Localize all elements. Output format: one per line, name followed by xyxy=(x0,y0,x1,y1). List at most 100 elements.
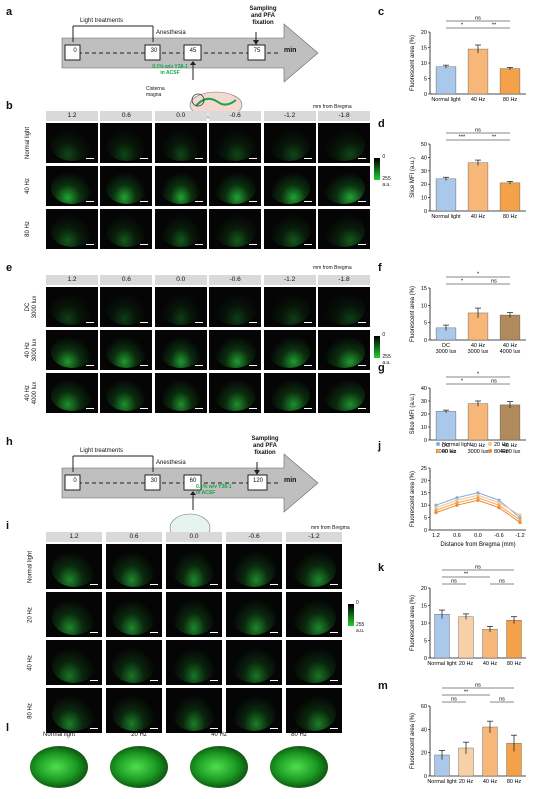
scale-bar xyxy=(270,680,278,681)
category-label-2: 40 Hz xyxy=(483,779,498,785)
fluorescence-signal xyxy=(268,336,311,368)
scale-bar xyxy=(150,632,158,633)
series-point-1 xyxy=(434,506,438,510)
scale-bar xyxy=(140,201,149,202)
column-header-i-3: -0.6 xyxy=(226,532,282,542)
y-tick-label: 30 xyxy=(421,399,427,405)
whole-brain-0 xyxy=(28,742,90,792)
y-axis-label: Slice MFI (a.u.) xyxy=(410,394,416,435)
tick-30: 30 xyxy=(150,48,158,54)
chart-m: 0 20 40 60 Fluorescent area (%) Normal light 2… xyxy=(410,683,526,785)
bar-0 xyxy=(434,614,450,659)
fluorescence-signal xyxy=(171,550,217,587)
fluorescence-signal xyxy=(51,215,93,247)
significance-label: ** xyxy=(492,23,497,29)
significance-label: *** xyxy=(459,135,466,141)
brain-slice-e-0-4 xyxy=(263,287,316,327)
column-header-e-1: 0.6 xyxy=(100,275,153,285)
row-label-b-2: 80 Hz xyxy=(25,221,31,237)
brain-slice-b-0-5 xyxy=(318,123,370,163)
bar-2 xyxy=(482,629,498,659)
bregma-label-b: mm from Bregma xyxy=(313,104,352,110)
fluorescence-signal xyxy=(51,379,93,411)
brain-slice-b-2-4 xyxy=(263,209,316,249)
bar-2 xyxy=(482,726,498,777)
scale-bar xyxy=(210,728,218,729)
column-header-e-2: 0.0 xyxy=(154,275,207,285)
colorbar-unit-e: a.u. xyxy=(382,360,391,366)
significance-label: ns xyxy=(451,579,457,585)
brain-slice-e-1-1 xyxy=(100,330,153,370)
column-header-b-4: -1.2 xyxy=(263,111,316,121)
tick-h-60: 60 xyxy=(189,478,197,484)
scale-bar xyxy=(150,584,158,585)
category-label-0: 3000 lux xyxy=(436,449,457,455)
category-label-2: 4000 lux xyxy=(500,349,521,355)
column-header-e-3: -0.6 xyxy=(209,275,262,285)
fluorescence-signal xyxy=(214,129,256,161)
y-tick-label: 10 xyxy=(421,503,427,509)
series-point-2 xyxy=(434,508,438,512)
brain-slice-b-0-3 xyxy=(209,123,262,163)
column-header-b-0: 1.2 xyxy=(46,111,98,121)
y-tick-label: 25 xyxy=(421,466,427,472)
fluorescence-signal xyxy=(111,598,157,635)
fluorescence-signal xyxy=(268,129,311,161)
brain-slice-i-2-0 xyxy=(46,640,102,685)
y-tick-label: 5 xyxy=(424,516,427,522)
light-treatments-label: Light treatments xyxy=(80,18,124,24)
scale-bar xyxy=(358,365,366,366)
scale-bar xyxy=(86,408,94,409)
category-label-1: 3000 lux xyxy=(468,449,489,455)
y-tick-label: 15 xyxy=(421,491,427,497)
fluorescence-signal xyxy=(231,550,277,587)
y-tick-label: 10 xyxy=(421,303,427,309)
y-tick-label: 15 xyxy=(421,604,427,610)
scale-bar xyxy=(90,584,98,585)
fluorescence-signal xyxy=(231,694,277,731)
fluorescence-signal xyxy=(231,646,277,683)
scale-bar xyxy=(249,201,258,202)
brain-slice-i-1-2 xyxy=(166,592,222,637)
brain-slice-e-1-5 xyxy=(318,330,370,370)
tick-75: 75 xyxy=(253,48,261,54)
y-tick-label: 10 xyxy=(421,425,427,431)
scale-bar xyxy=(150,680,158,681)
column-header-b-2: 0.0 xyxy=(154,111,207,121)
brain-slice-i-0-2 xyxy=(166,544,222,589)
fluorescence-signal xyxy=(214,172,256,204)
y-tick-label: 30 xyxy=(421,169,427,175)
category-label-1: 40 Hz xyxy=(471,97,486,103)
significance-label: ns xyxy=(475,565,481,571)
fluorescence-signal xyxy=(111,694,157,731)
scale-bar xyxy=(194,201,203,202)
unit-min: min xyxy=(284,47,297,54)
y-tick-label: 0 xyxy=(424,338,427,344)
y-tick-label: 20 xyxy=(421,586,427,592)
y-tick-label: 20 xyxy=(421,412,427,418)
x-axis-label: Distance from Bregma (mm) xyxy=(440,542,515,548)
scale-bar xyxy=(303,408,312,409)
series-point-2 xyxy=(476,496,480,500)
significance-label: ns xyxy=(475,128,481,134)
scale-bar xyxy=(249,322,258,323)
whole-brain-3 xyxy=(268,742,330,792)
fluorescence-signal xyxy=(111,646,157,683)
scale-bar xyxy=(140,408,149,409)
y-axis-label: Fluorescent area (%) xyxy=(410,595,416,651)
fluorescence-signal xyxy=(268,172,311,204)
scale-bar xyxy=(330,680,338,681)
scale-bar xyxy=(194,158,203,159)
chart-j: 0 5 10 15 20 25 Fluorescent area (%) 1.2 0.6 0.0 -… xyxy=(410,442,526,548)
fluorescence-signal xyxy=(51,129,93,161)
bar-2 xyxy=(499,182,521,212)
fluorescence-signal xyxy=(323,129,365,161)
cisterna-label: Cisterna magna xyxy=(146,86,165,98)
series-point-0 xyxy=(518,516,522,520)
panel-label-e: e xyxy=(6,262,13,274)
scale-bar xyxy=(86,158,94,159)
panel-label-i: i xyxy=(6,520,10,532)
fluorescence-signal xyxy=(159,379,202,411)
brain-slice-b-2-0 xyxy=(46,209,98,249)
